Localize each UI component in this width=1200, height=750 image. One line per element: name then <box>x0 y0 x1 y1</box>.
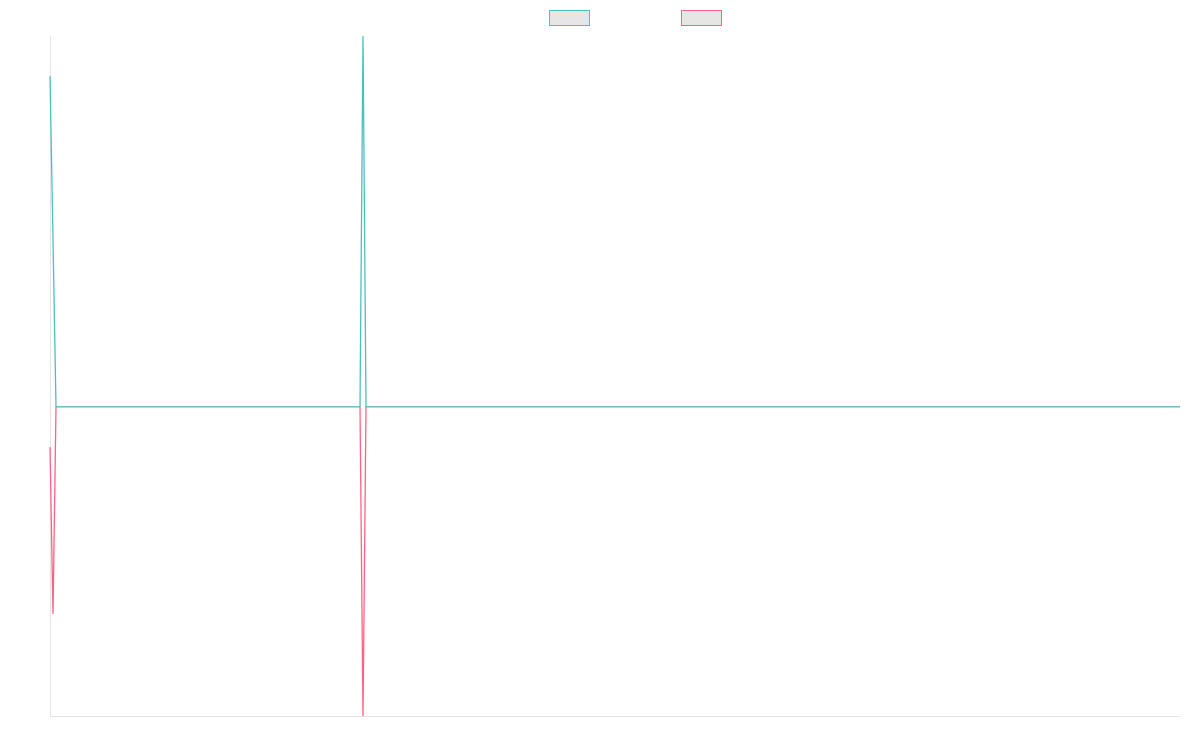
legend-swatch <box>681 10 722 26</box>
series-line <box>49 35 1180 408</box>
legend-swatch <box>549 10 590 26</box>
series-line <box>49 406 1180 717</box>
